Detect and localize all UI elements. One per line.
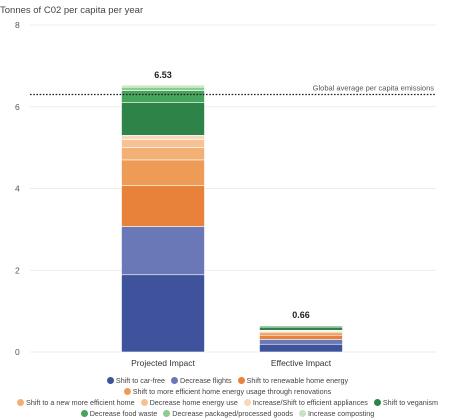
legend-item: Increase/Shift to efficient appliances xyxy=(244,397,368,408)
legend-label: Decrease packaged/processed goods xyxy=(172,409,293,418)
legend-label: Shift to renewable home energy xyxy=(247,376,349,385)
legend-swatch xyxy=(299,410,306,417)
legend-swatch xyxy=(107,377,114,384)
bar-segment xyxy=(122,148,205,160)
legend-swatch xyxy=(124,388,131,395)
legend-item: Shift to veganism xyxy=(374,397,438,408)
y-tick-label: 8 xyxy=(15,20,20,30)
bar-segment xyxy=(260,333,343,335)
legend-swatch xyxy=(171,377,178,384)
bar-segment xyxy=(122,160,205,186)
legend-label: Shift to veganism xyxy=(383,398,438,407)
legend-item: Decrease home energy use xyxy=(141,397,238,408)
legend-label: Decrease food waste xyxy=(90,409,158,418)
bar-segment xyxy=(122,85,205,87)
legend-swatch xyxy=(141,399,148,406)
legend-label: Shift to more efficient home energy usag… xyxy=(133,387,331,396)
legend-item: Shift to more efficient home energy usag… xyxy=(124,386,331,397)
grid-lines xyxy=(30,25,436,352)
legend-item: Shift to renewable home energy xyxy=(238,375,349,386)
bar-segment xyxy=(122,139,205,147)
y-axis-title: Tonnes of C02 per capita per year xyxy=(0,5,143,16)
legend-item: Decrease packaged/processed goods xyxy=(163,408,293,419)
legend-label: Shift to a new more efficient home xyxy=(26,398,135,407)
legend-item: Shift to car-free xyxy=(107,375,165,386)
bar-segment xyxy=(122,103,205,136)
y-tick-labels: 0 2 4 6 8 xyxy=(15,20,20,357)
legend-item: Shift to a new more efficient home xyxy=(17,397,135,408)
stacked-bar-chart: Tonnes of C02 per capita per year 02468 … xyxy=(0,0,455,372)
reference-line-label: Global average per capita emissions xyxy=(313,83,435,92)
legend-label: Increase/Shift to efficient appliances xyxy=(253,398,368,407)
bar-segment xyxy=(260,339,343,344)
reference-line: Global average per capita emissions xyxy=(30,83,436,94)
legend-item: Decrease flights xyxy=(171,375,232,386)
bar-segment xyxy=(122,227,205,275)
bar-segment xyxy=(122,186,205,227)
y-tick-label: 6 xyxy=(15,102,20,112)
total-label: 6.53 xyxy=(154,70,172,80)
legend-swatch xyxy=(17,399,24,406)
legend-swatch xyxy=(81,410,88,417)
category-label: Effective Impact xyxy=(271,358,332,368)
legend-item: Decrease food waste xyxy=(81,408,158,419)
legend-label: Decrease flights xyxy=(180,376,232,385)
bar-segment xyxy=(260,327,343,330)
legend: Shift to car-free Decrease flights Shift t… xyxy=(6,375,449,419)
legend-item: Increase composting xyxy=(299,408,374,419)
legend-swatch xyxy=(163,410,170,417)
legend-swatch xyxy=(238,377,245,384)
bar-segment xyxy=(122,87,205,90)
legend-label: Increase composting xyxy=(308,409,374,418)
legend-swatch xyxy=(374,399,381,406)
y-tick-label: 4 xyxy=(15,184,20,194)
y-tick-label: 2 xyxy=(15,265,20,275)
bar-segment xyxy=(122,275,205,352)
bar-segment xyxy=(260,344,343,352)
bar-segment xyxy=(122,135,205,139)
bar-segment xyxy=(122,90,205,102)
legend-swatch xyxy=(244,399,251,406)
category-labels: Projected Impact Effective Impact xyxy=(131,358,332,368)
bar-segment xyxy=(260,335,343,339)
legend-label: Decrease home energy use xyxy=(150,398,238,407)
legend-label: Shift to car-free xyxy=(116,376,165,385)
category-label: Projected Impact xyxy=(131,358,195,368)
total-label: 0.66 xyxy=(292,310,310,320)
y-tick-label: 0 xyxy=(15,347,20,357)
